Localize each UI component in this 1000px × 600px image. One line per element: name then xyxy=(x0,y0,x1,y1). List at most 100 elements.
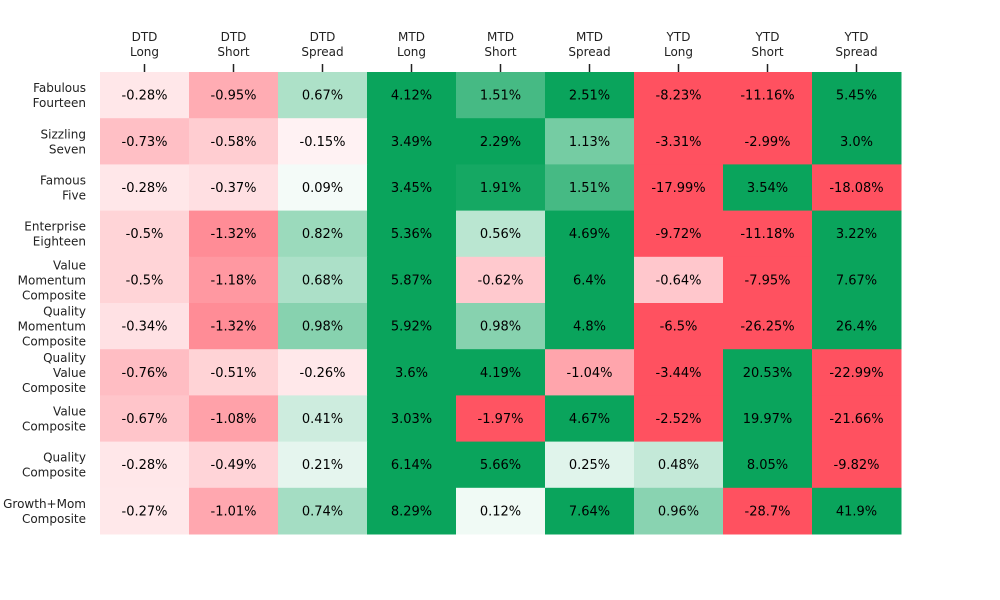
heatmap-cell xyxy=(367,256,457,304)
heatmap-cell xyxy=(278,349,368,396)
heatmap-cell xyxy=(723,441,813,489)
heatmap-cell xyxy=(723,72,813,119)
heatmap-cell xyxy=(367,72,457,119)
heatmap-cell xyxy=(189,487,279,535)
cell-value-label: 5.87% xyxy=(391,273,432,288)
heatmap-cell xyxy=(278,395,368,443)
heatmap-cell xyxy=(634,118,724,165)
cell-value-label: 1.13% xyxy=(569,135,610,150)
cell-value-label: 3.54% xyxy=(747,181,788,196)
row-label-line: Composite xyxy=(22,381,86,395)
row-label-line: Enterprise xyxy=(24,220,86,234)
heatmap-cell xyxy=(189,72,279,119)
cell-value-label: 2.29% xyxy=(480,135,521,150)
heatmap-cell xyxy=(367,303,457,350)
row-label: Growth+Mom Composite xyxy=(3,497,86,526)
heatmap-cell xyxy=(812,349,902,396)
cell-value-label: -17.99% xyxy=(651,181,705,196)
row-label-line: Momentum xyxy=(18,320,86,334)
heatmap-cell xyxy=(634,256,724,304)
cell-value-label: 0.41% xyxy=(302,412,343,427)
cell-value-label: 3.49% xyxy=(391,135,432,150)
heatmap-cell xyxy=(278,303,368,350)
cell-value-label: -0.64% xyxy=(656,273,702,288)
cell-value-label: 0.98% xyxy=(480,320,521,335)
row-label-line: Seven xyxy=(49,142,86,156)
heatmap-cell xyxy=(456,72,546,119)
cell-value-label: 7.64% xyxy=(569,504,610,519)
row-label-line: Fabulous xyxy=(33,81,86,95)
heatmap-cell xyxy=(367,395,457,443)
cell-value-label: -0.5% xyxy=(126,227,164,242)
cell-value-label: 7.67% xyxy=(836,273,877,288)
heatmap-cell xyxy=(100,395,190,443)
cell-value-label: -0.15% xyxy=(300,135,346,150)
cell-value-label: -9.82% xyxy=(834,458,880,473)
heatmap-cell xyxy=(545,210,635,258)
cell-value-label: 8.29% xyxy=(391,504,432,519)
heatmap-cell xyxy=(456,441,546,489)
heatmap-cell xyxy=(545,487,635,535)
heatmap-cell xyxy=(812,72,902,119)
heatmap-cell xyxy=(634,487,724,535)
heatmap-cell xyxy=(189,118,279,165)
cell-value-label: -21.66% xyxy=(829,412,883,427)
cell-value-label: -0.76% xyxy=(122,366,168,381)
cell-value-label: 1.51% xyxy=(569,181,610,196)
row-label: Sizzling Seven xyxy=(41,127,86,156)
cell-value-label: -0.28% xyxy=(122,89,168,104)
row-label-line: Momentum xyxy=(18,273,86,287)
heatmap-cell xyxy=(723,164,813,212)
column-label: DTD Long xyxy=(130,30,159,59)
cell-value-label: 0.67% xyxy=(302,89,343,104)
cell-value-label: 4.12% xyxy=(391,89,432,104)
heatmap-cell xyxy=(100,118,190,165)
cell-value-label: -0.67% xyxy=(122,412,168,427)
cell-value-label: -0.73% xyxy=(122,135,168,150)
cell-value-label: 6.4% xyxy=(573,273,606,288)
row-label: Famous Five xyxy=(40,174,86,203)
cell-value-label: -0.26% xyxy=(300,366,346,381)
heatmap-cell xyxy=(812,395,902,443)
cell-value-label: -8.23% xyxy=(656,89,702,104)
row-label-line: Quality xyxy=(43,351,86,365)
heatmap-cell xyxy=(545,118,635,165)
heatmap-cell xyxy=(456,210,546,258)
heatmap-cell xyxy=(545,441,635,489)
cell-value-label: 3.0% xyxy=(840,135,873,150)
cell-value-label: 3.03% xyxy=(391,412,432,427)
heatmap-cell xyxy=(456,118,546,165)
cell-value-label: 0.12% xyxy=(480,504,521,519)
row-label: Value Composite xyxy=(22,405,86,434)
cell-value-label: -1.32% xyxy=(211,227,257,242)
cell-value-label: 4.67% xyxy=(569,412,610,427)
cell-value-label: -0.28% xyxy=(122,458,168,473)
heatmap-cell xyxy=(456,487,546,535)
cell-value-label: -3.31% xyxy=(656,135,702,150)
column-label-line: MTD xyxy=(487,30,514,44)
column-label-line: Spread xyxy=(835,45,877,59)
row-label-line: Value xyxy=(53,258,86,272)
column-label-line: Short xyxy=(484,45,516,59)
cell-value-label: 4.19% xyxy=(480,366,521,381)
row-label-line: Value xyxy=(53,366,86,380)
cell-value-label: -28.7% xyxy=(745,504,791,519)
cell-value-label: -2.99% xyxy=(745,135,791,150)
heatmap-cell xyxy=(367,164,457,212)
cell-value-label: -1.18% xyxy=(211,273,257,288)
cell-value-label: -22.99% xyxy=(829,366,883,381)
column-label-line: MTD xyxy=(398,30,425,44)
cell-value-label: 0.96% xyxy=(658,504,699,519)
row-label: Quality Momentum Composite xyxy=(18,305,86,349)
heatmap-cell xyxy=(723,210,813,258)
row-label-line: Quality xyxy=(43,305,86,319)
cell-value-label: 8.05% xyxy=(747,458,788,473)
cell-value-label: -2.52% xyxy=(656,412,702,427)
cell-value-label: 0.48% xyxy=(658,458,699,473)
heatmap-cell xyxy=(278,210,368,258)
row-label: Value Momentum Composite xyxy=(18,258,86,302)
row-label: Quality Composite xyxy=(22,451,86,480)
row-label-line: Eighteen xyxy=(33,235,86,249)
cell-value-label: -0.49% xyxy=(211,458,257,473)
cell-value-label: -26.25% xyxy=(740,320,794,335)
